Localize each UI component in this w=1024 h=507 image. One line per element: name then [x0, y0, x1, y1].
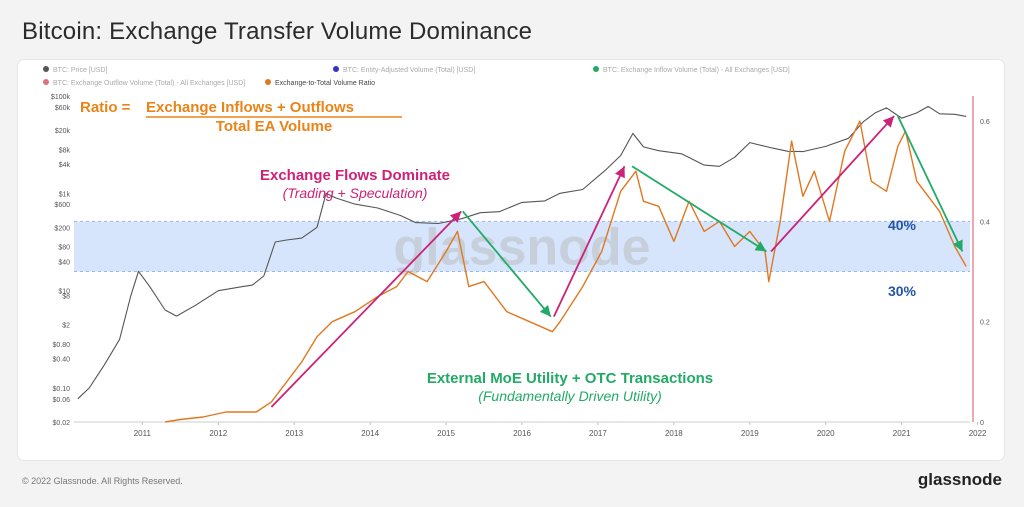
y-left-tick-0: $100k	[51, 94, 71, 101]
x-tick-label-8: 2019	[741, 429, 759, 438]
ratio-denominator: Total EA Volume	[216, 118, 332, 135]
copyright-footer: © 2022 Glassnode. All Rights Reserved.	[22, 476, 183, 486]
ratio-label: Ratio =	[80, 99, 131, 116]
trend-arrow-0	[270, 210, 462, 408]
legend-swatch-4	[265, 79, 271, 85]
x-tick-label-3: 2014	[361, 429, 379, 438]
series-line-0	[77, 105, 967, 400]
legend-swatch-1	[333, 66, 339, 72]
y-left-tick-9: $40	[58, 259, 70, 266]
y-right-tick-2: 0.2	[980, 320, 990, 327]
legend-label-1: BTC: Entity-Adjusted Volume (Total) [USD…	[343, 67, 475, 74]
brand-logo: glassnode	[917, 470, 1002, 489]
legend-label-4: Exchange-to-Total Volume Ratio	[275, 80, 375, 87]
x-tick-label-5: 2016	[513, 429, 531, 438]
y-left-tick-12: $2	[62, 323, 70, 330]
y-left-tick-14: $0.40	[52, 357, 70, 364]
trend-arrow-4	[770, 115, 895, 253]
x-tick-label-0: 2011	[134, 429, 152, 438]
y-left-tick-4: $4k	[59, 162, 71, 169]
legend-swatch-3	[43, 79, 49, 85]
legend-swatch-2	[593, 66, 599, 72]
x-tick-label-9: 2020	[817, 429, 835, 438]
trend-arrow-2	[553, 165, 626, 318]
y-left-tick-17: $0.02	[52, 420, 70, 427]
x-tick-label-4: 2015	[437, 429, 455, 438]
dominate-title: Exchange Flows Dominate	[260, 167, 450, 184]
x-tick-label-2: 2013	[285, 429, 303, 438]
y-left-tick-10: $10	[58, 289, 70, 296]
y-left-tick-13: $0.80	[52, 342, 70, 349]
legend-label-0: BTC: Price [USD]	[53, 67, 108, 74]
y-left-tick-16: $0.06	[52, 397, 70, 404]
band-high-label: 40%	[888, 217, 917, 233]
series-line-1	[164, 120, 967, 423]
page-title: Bitcoin: Exchange Transfer Volume Domina…	[22, 18, 533, 45]
x-tick-label-7: 2018	[665, 429, 683, 438]
x-tick-label-1: 2012	[209, 429, 227, 438]
ratio-band	[74, 221, 970, 272]
y-left-tick-15: $0.10	[52, 386, 70, 393]
y-left-tick-11: $8	[62, 293, 70, 300]
watermark: glassnode	[393, 218, 650, 276]
x-tick-label-11: 2022	[969, 429, 987, 438]
y-right-tick-1: 0.4	[980, 219, 990, 226]
trend-arrow-5	[897, 115, 964, 252]
y-left-tick-1: $60k	[55, 105, 71, 112]
trend-arrow-1	[462, 210, 552, 318]
y-left-tick-2: $20k	[55, 128, 71, 135]
chart-svg: BTC: Price [USD] BTC: Entity-Adjusted Vol…	[43, 66, 990, 438]
chart-card: BTC: Price [USD] BTC: Entity-Adjusted Vol…	[18, 60, 1004, 460]
y-right-tick-0: 0.6	[980, 119, 990, 126]
ratio-numerator: Exchange Inflows + Outflows	[146, 99, 354, 116]
legend-swatch-0	[43, 66, 49, 72]
utility-subtitle: (Fundamentally Driven Utility)	[478, 388, 662, 404]
y-right-tick-3: 0	[980, 420, 984, 427]
trend-arrow-3	[631, 165, 767, 253]
dominate-subtitle: (Trading + Speculation)	[283, 185, 428, 201]
y-left-tick-7: $200	[54, 225, 70, 232]
y-left-tick-3: $8k	[59, 147, 71, 154]
x-tick-label-6: 2017	[589, 429, 607, 438]
utility-title: External MoE Utility + OTC Transactions	[427, 370, 713, 387]
y-left-tick-5: $1k	[59, 191, 71, 198]
y-left-tick-8: $80	[58, 245, 70, 252]
x-tick-label-10: 2021	[893, 429, 911, 438]
y-left-tick-6: $600	[54, 202, 70, 209]
legend-label-2: BTC: Exchange Inflow Volume (Total) - Al…	[603, 67, 790, 74]
legend-label-3: BTC: Exchange Outflow Volume (Total) - A…	[53, 80, 245, 87]
band-low-label: 30%	[888, 283, 917, 299]
